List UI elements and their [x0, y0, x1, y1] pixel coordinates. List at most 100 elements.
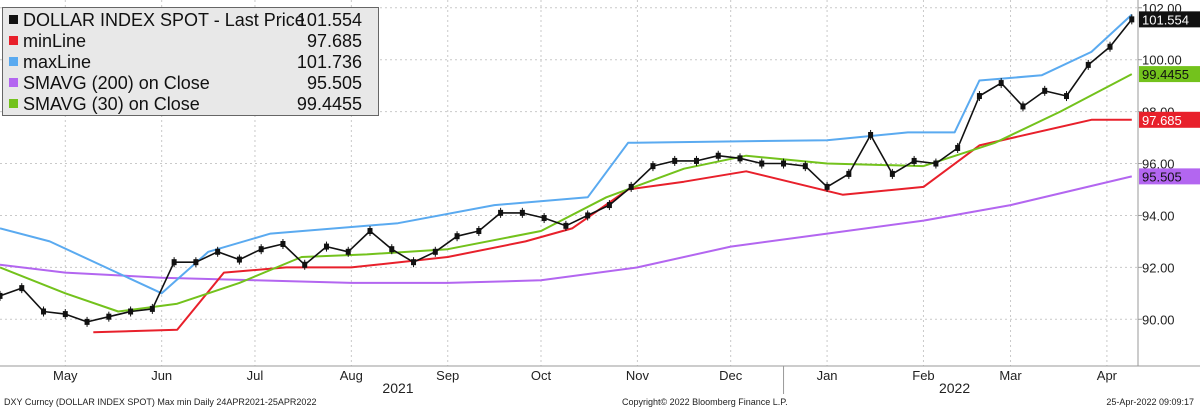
price-candle: [280, 241, 286, 247]
price-candle: [868, 131, 874, 138]
last-value-tag-label: 99.4455: [1142, 67, 1189, 82]
x-tick-label: May: [53, 368, 78, 383]
price-candle: [541, 215, 547, 222]
y-tick-label: 96.00: [1142, 157, 1175, 172]
footer-copyright: Copyright© 2022 Bloomberg Finance L.P.: [622, 397, 788, 407]
price-candle: [302, 261, 308, 268]
legend-value: 101.736: [296, 52, 362, 72]
price-candle: [84, 318, 90, 325]
legend-value: 101.554: [296, 10, 362, 30]
x-tick-label: Nov: [626, 368, 650, 383]
y-tick-label: 90.00: [1142, 312, 1175, 327]
price-candle: [389, 246, 395, 253]
price-candle: [476, 228, 482, 235]
price-candle: [106, 313, 112, 320]
x-tick-label: Oct: [531, 368, 552, 383]
legend: DOLLAR INDEX SPOT - Last Price 101.554 m…: [2, 7, 379, 116]
price-candle: [323, 243, 329, 250]
price-candle: [715, 152, 721, 159]
x-tick-label: Jan: [817, 368, 838, 383]
price-candle: [62, 311, 68, 318]
price-candle: [432, 248, 438, 255]
footer-timestamp: 25-Apr-2022 09:09:17: [1106, 397, 1194, 407]
y-tick-label: 100.00: [1142, 53, 1182, 68]
legend-label: SMAVG (30) on Close: [23, 94, 200, 114]
last-value-tag-label: 95.505: [1142, 169, 1182, 184]
legend-item-maxline: maxLine 101.736: [7, 52, 378, 73]
price-candle: [693, 157, 699, 164]
last-value-tag: [1139, 111, 1200, 128]
last-value-tag: [1139, 168, 1200, 185]
price-candle: [1042, 87, 1048, 94]
legend-item-last-price: DOLLAR INDEX SPOT - Last Price 101.554: [7, 10, 378, 31]
price-candle: [933, 160, 939, 167]
price-candle: [215, 248, 221, 255]
x-axis: May Jun Jul Aug Sep Oct Nov Dec Jan Feb Mar Apr 2021…: [53, 366, 1118, 396]
legend-item-minline: minLine 97.685: [7, 31, 378, 52]
price-candle: [367, 228, 373, 235]
legend-swatch: [9, 99, 18, 108]
price-candle: [585, 212, 591, 219]
price-candle: [0, 292, 3, 299]
price-candle: [911, 157, 917, 164]
price-candle: [672, 157, 678, 164]
price-candle: [824, 183, 830, 190]
x-tick-label: Mar: [999, 368, 1022, 383]
price-candle: [998, 80, 1004, 87]
legend-swatch: [9, 57, 18, 66]
price-candle: [1085, 61, 1091, 68]
x-tick-label: Apr: [1097, 368, 1118, 383]
series-line: [0, 175, 1133, 284]
price-candle: [519, 209, 525, 216]
y-tick-label: 94.00: [1142, 208, 1175, 223]
year-label: 2021: [382, 380, 413, 396]
price-candle: [19, 285, 25, 292]
price-candle: [976, 93, 982, 100]
price-candle: [258, 246, 264, 253]
price-candle: [759, 160, 765, 167]
price-candle: [149, 305, 155, 312]
price-candle: [128, 308, 134, 315]
price-candle: [563, 222, 569, 229]
price-candle: [737, 155, 743, 162]
footer-security-info: DXY Curncy (DOLLAR INDEX SPOT) Max min D…: [4, 397, 317, 407]
last-value-tag: [1139, 66, 1200, 83]
price-candle: [606, 202, 612, 209]
price-candle: [41, 308, 47, 315]
price-candle: [454, 233, 460, 240]
x-tick-label: Dec: [719, 368, 743, 383]
last-value-tags: 101.554 99.4455 97.685 95.505: [1139, 11, 1200, 185]
legend-item-smavg-200: SMAVG (200) on Close 95.505: [7, 73, 378, 94]
legend-value: 95.505: [306, 73, 362, 93]
y-tick-label: 92.00: [1142, 260, 1175, 275]
last-value-tag-label: 97.685: [1142, 113, 1182, 128]
year-label: 2022: [939, 380, 970, 396]
legend-value: 97.685: [306, 31, 362, 51]
price-candle: [345, 248, 351, 255]
price-candle: [498, 209, 504, 216]
price-candle: [1129, 16, 1135, 23]
legend-label: DOLLAR INDEX SPOT - Last Price: [23, 10, 305, 30]
price-candle: [802, 163, 808, 170]
price-candle: [411, 259, 417, 266]
legend-label: maxLine: [23, 52, 92, 72]
series-layer: [0, 13, 1135, 334]
legend-label: SMAVG (200) on Close: [23, 73, 210, 93]
price-candle: [955, 144, 961, 151]
series-line: [0, 13, 1133, 295]
price-candle: [781, 160, 787, 167]
series-line: [0, 73, 1133, 313]
footer: DXY Curncy (DOLLAR INDEX SPOT) Max min D…: [0, 396, 1200, 409]
price-candle: [1020, 103, 1026, 110]
price-candle: [846, 170, 852, 177]
price-candle: [650, 163, 656, 170]
price-candle: [628, 183, 634, 190]
x-tick-label: Jul: [247, 368, 264, 383]
price-candle: [1107, 43, 1113, 50]
price-candle: [1063, 93, 1069, 100]
price-candle: [236, 256, 242, 263]
legend-value: 99.4455: [296, 94, 362, 114]
price-candle: [193, 259, 199, 266]
